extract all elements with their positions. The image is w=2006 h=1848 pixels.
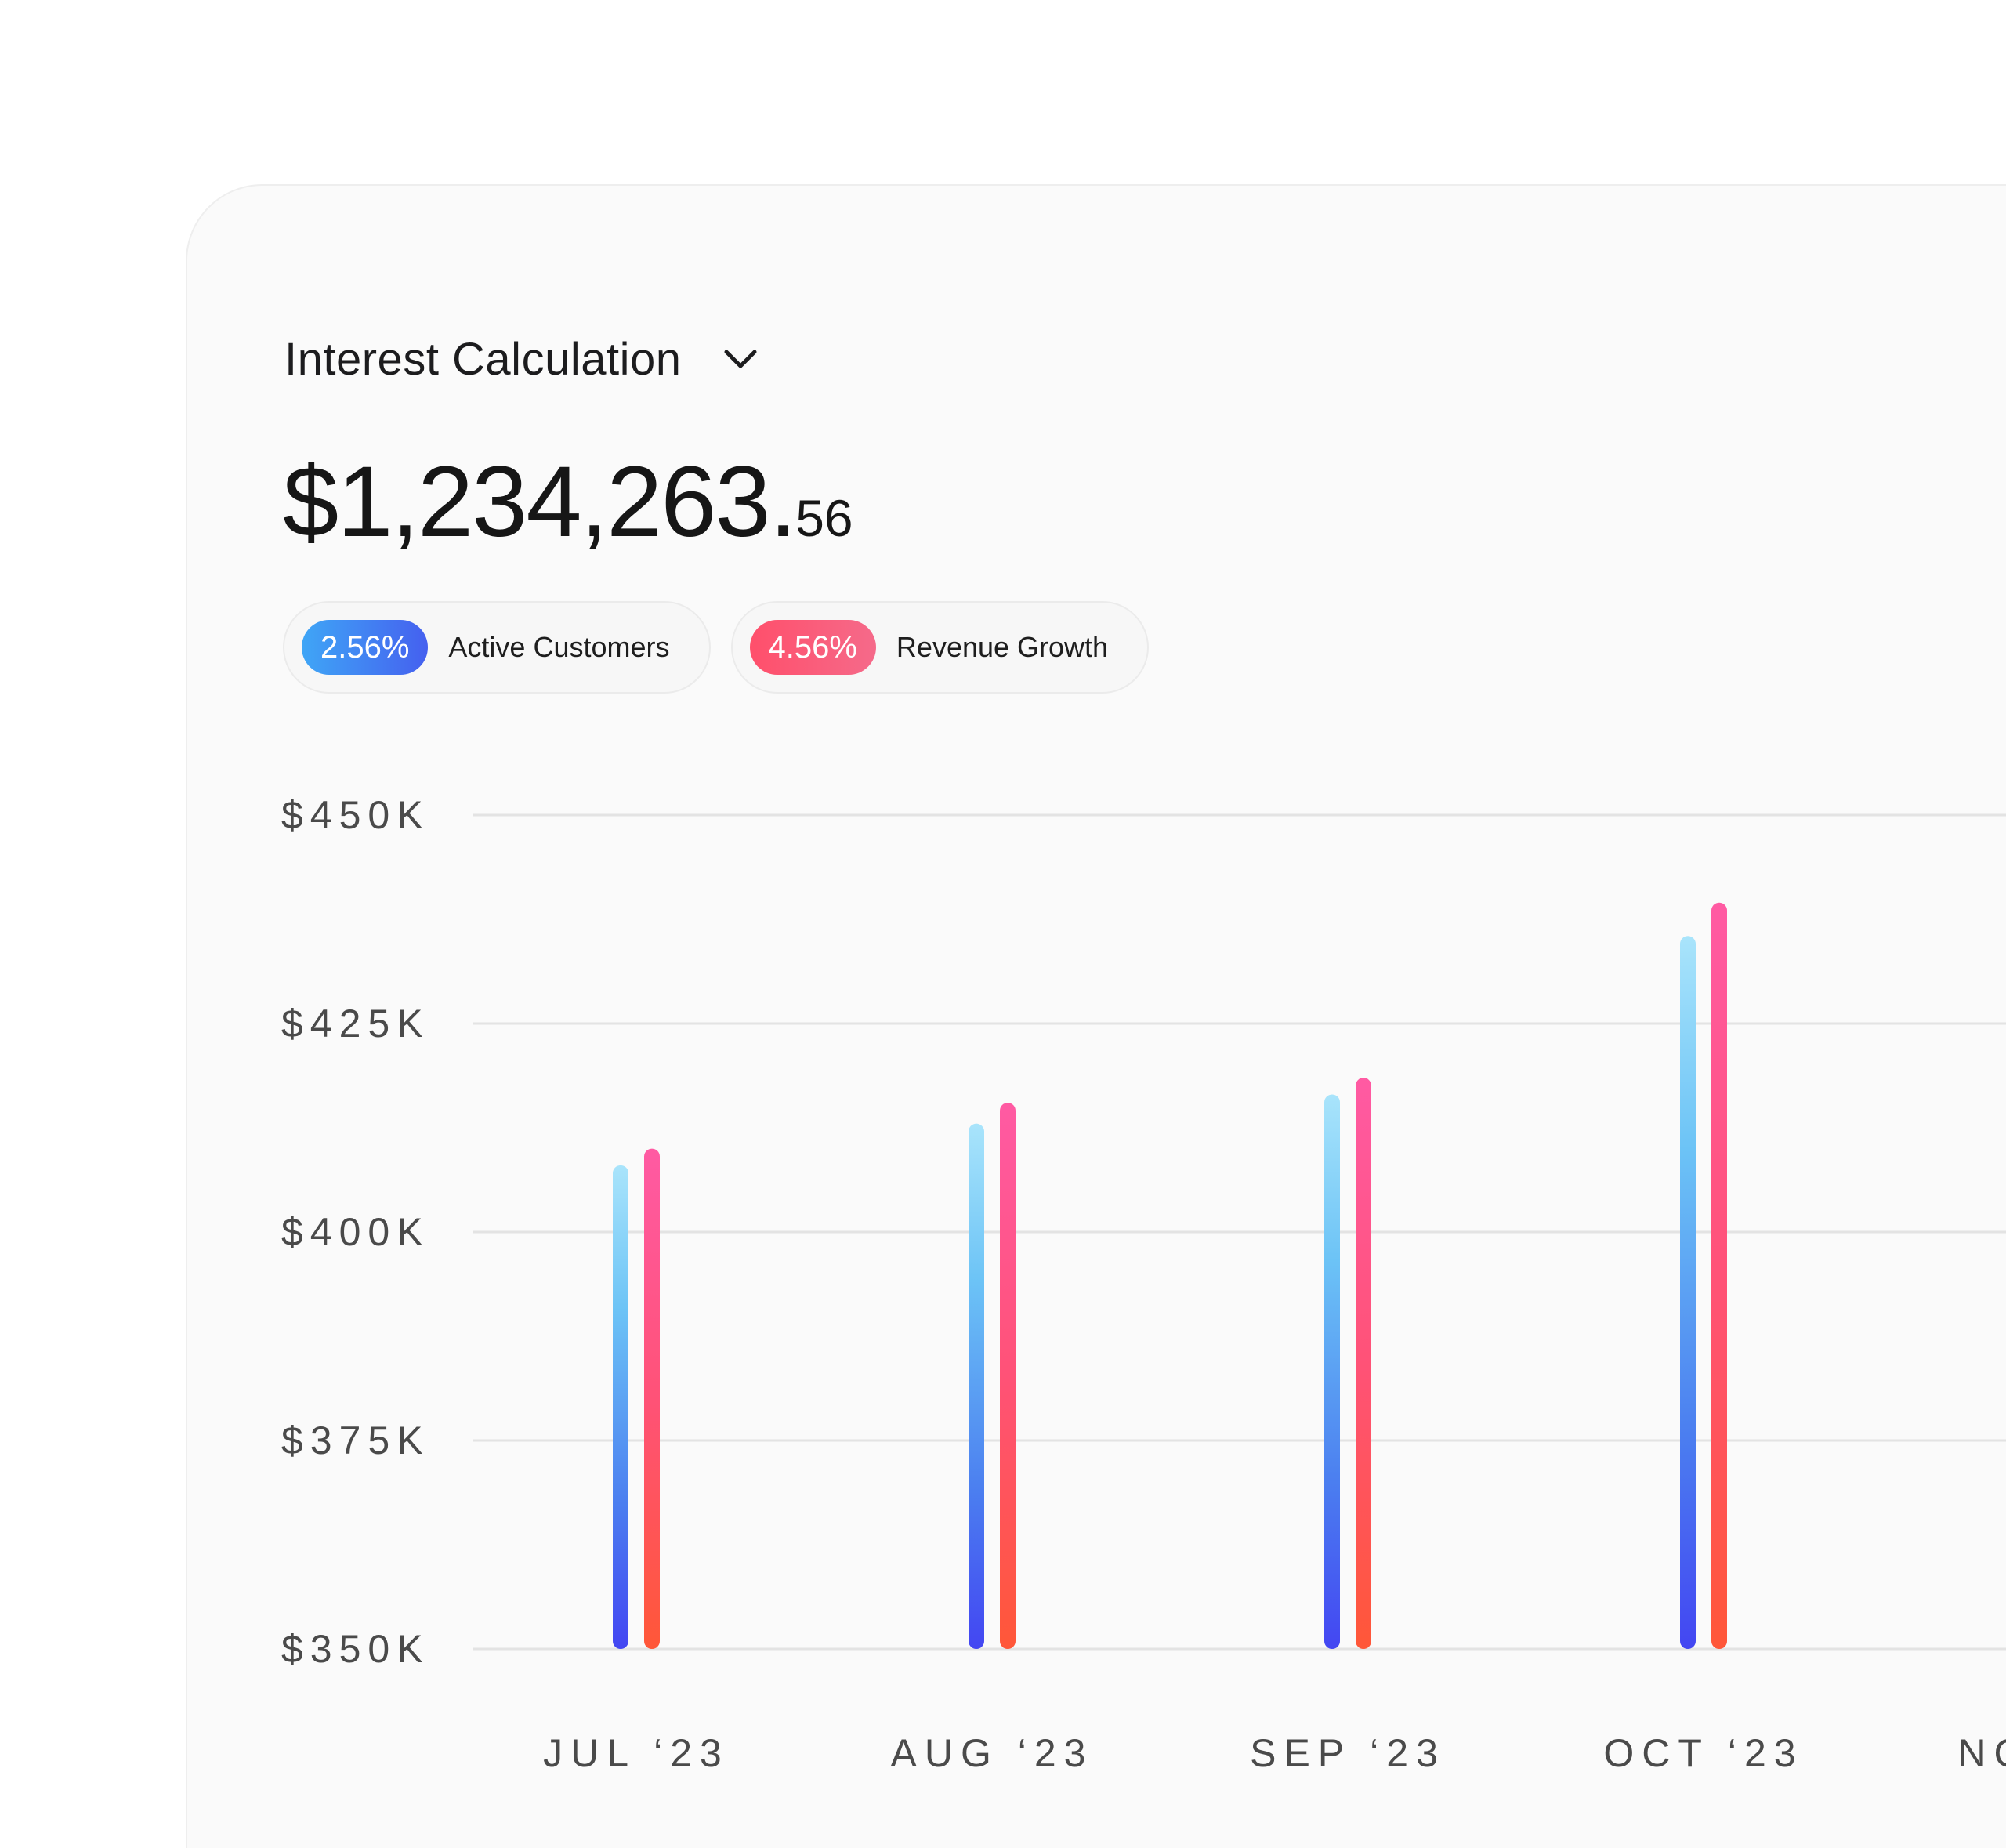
bar-active-customers bbox=[1324, 1094, 1340, 1649]
y-tick-label: $450K bbox=[281, 793, 430, 837]
chevron-down-icon[interactable] bbox=[722, 341, 759, 379]
y-tick-label: $375K bbox=[281, 1419, 430, 1462]
amount-cents: 56 bbox=[795, 489, 853, 547]
revenue-growth-label: Revenue Growth bbox=[896, 631, 1109, 663]
y-tick-label: $425K bbox=[281, 1002, 430, 1045]
revenue-growth-badge: 4.56% bbox=[749, 620, 876, 675]
y-tick-label: $400K bbox=[281, 1210, 430, 1254]
x-tick-label: SEP ‘23 bbox=[1250, 1731, 1446, 1775]
bar-active-customers bbox=[969, 1123, 984, 1649]
chart-card: Interest Calculation $1,234,263.56 2.56%… bbox=[186, 184, 2006, 1848]
amount-integer: $1,234,263. bbox=[283, 446, 797, 558]
metric-selector[interactable]: Interest Calculation bbox=[284, 333, 759, 386]
total-amount: $1,234,263.56 bbox=[283, 444, 853, 560]
active-customers-badge: 2.56% bbox=[302, 620, 429, 675]
bar-active-customers bbox=[613, 1165, 628, 1649]
stat-pills: 2.56% Active Customers 4.56% Revenue Gro… bbox=[283, 601, 1150, 694]
x-tick-label: AUG ‘23 bbox=[891, 1731, 1094, 1775]
bar-chart: $450K $425K $400K $375K $350K JUL ‘23 AUG ‘23… bbox=[281, 793, 2006, 1775]
bar-active-customers bbox=[1680, 936, 1696, 1649]
bar-revenue-growth bbox=[1000, 1103, 1016, 1649]
bar-revenue-growth bbox=[644, 1148, 660, 1649]
active-customers-pill[interactable]: 2.56% Active Customers bbox=[283, 601, 711, 694]
x-tick-label: NOV ‘23 bbox=[1958, 1731, 2006, 1775]
bar-revenue-growth bbox=[1711, 902, 1727, 1649]
x-tick-label: JUL ‘23 bbox=[543, 1731, 730, 1775]
revenue-growth-pill[interactable]: 4.56% Revenue Growth bbox=[730, 601, 1150, 694]
metric-title: Interest Calculation bbox=[284, 334, 682, 385]
active-customers-label: Active Customers bbox=[448, 631, 670, 663]
y-tick-label: $350K bbox=[281, 1627, 430, 1671]
x-tick-label: OCT ‘23 bbox=[1603, 1731, 1803, 1775]
bar-revenue-growth bbox=[1356, 1078, 1371, 1649]
